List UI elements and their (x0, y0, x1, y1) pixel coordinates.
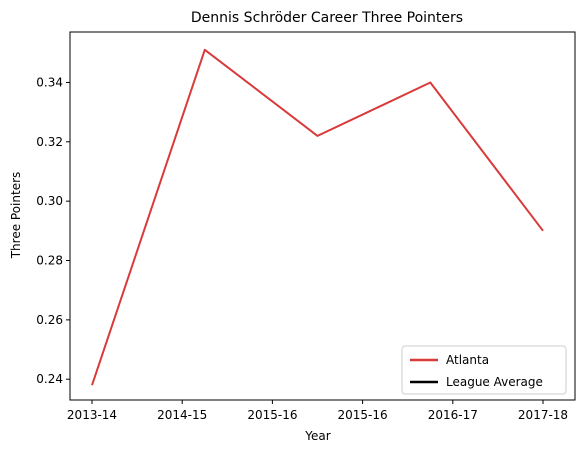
chart-title: Dennis Schröder Career Three Pointers (191, 10, 463, 26)
x-tick-label: 2016-17 (428, 408, 478, 422)
y-tick-label: 0.32 (36, 135, 63, 149)
plot-frame (69, 31, 576, 401)
y-tick-label: 0.30 (36, 194, 63, 208)
y-tick-label: 0.26 (36, 313, 63, 327)
x-tick-label: 2017-18 (518, 408, 568, 422)
legend-label: League Average (446, 375, 543, 389)
series-line-atlanta (91, 48, 544, 386)
legend-label: Atlanta (446, 353, 489, 367)
y-tick-label: 0.34 (36, 75, 63, 89)
y-tick-label: 0.28 (36, 254, 63, 268)
y-axis-label: Three Pointers (9, 172, 23, 260)
legend: Atlanta League Average (401, 345, 567, 395)
x-tick-label: 2015-16 (338, 408, 388, 422)
x-tick-label: 2015-16 (247, 408, 297, 422)
legend-box (401, 345, 567, 395)
plot-area: 0.24 0.26 0.28 0.30 0.32 0.34 2013-14 2014-15 20… (36, 31, 576, 422)
x-tick-label: 2013-14 (67, 408, 117, 422)
x-tick-label: 2014-15 (157, 408, 207, 422)
y-tick-label: 0.24 (36, 372, 63, 386)
x-axis-label: Year (304, 429, 330, 443)
